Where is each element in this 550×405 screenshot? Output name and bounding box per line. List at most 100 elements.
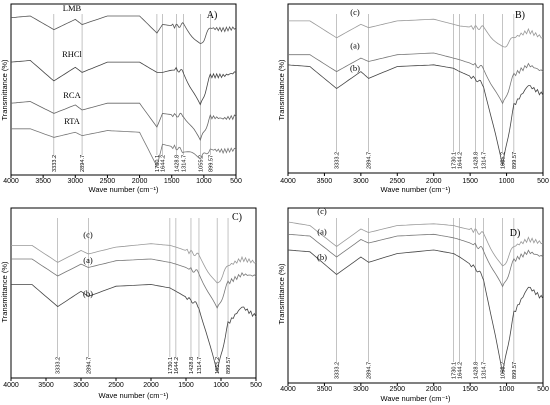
series-line xyxy=(11,258,257,309)
peak-label: 1730.1 xyxy=(451,152,457,169)
peak-label: 1644.2 xyxy=(160,155,166,172)
series-label: (b) xyxy=(83,289,93,299)
peak-label: 3333.2 xyxy=(52,155,58,172)
peak-label: 1428.8 xyxy=(189,357,195,374)
series-line xyxy=(10,101,237,142)
peak-label: 1055.2 xyxy=(198,155,204,172)
x-axis-label: Wave number (cm⁻¹) xyxy=(89,185,159,194)
x-tick-label: 2000 xyxy=(132,178,148,185)
x-axis-label: Wave number (cm⁻¹) xyxy=(99,391,169,400)
series-label: (c) xyxy=(83,229,93,239)
plot-frame xyxy=(10,207,257,379)
x-axis-label: Wave number (cm⁻¹) xyxy=(381,185,451,194)
chart-panel-4: 3333.2 2894.7 1730.1 1644.2 1428.8 1314.7 1055… xyxy=(277,206,549,403)
peak-label: 2894.7 xyxy=(80,155,86,172)
chart-panel-3: 3333.2 2894.7 1730.1 1644.2 1428.8 1314.7 1055… xyxy=(0,207,262,400)
series-label: (a) xyxy=(83,255,93,265)
series-line xyxy=(11,243,257,284)
peak-label: 3333.2 xyxy=(335,362,341,379)
x-tick-label: 3500 xyxy=(38,382,54,389)
x-tick-label: 4000 xyxy=(3,178,19,185)
peak-label: 1644.2 xyxy=(458,362,464,379)
chart-panel-2: 3333.2 2894.7 1730.1 1644.2 1428.8 1314.7 1055… xyxy=(277,3,549,194)
x-tick-label: 1000 xyxy=(499,386,515,393)
x-tick-label: 2500 xyxy=(389,178,405,185)
peak-label: 1314.7 xyxy=(482,362,488,379)
x-tick-label: 1000 xyxy=(499,178,515,185)
x-tick-label: 500 xyxy=(537,386,549,393)
peak-label: 1428.8 xyxy=(174,155,180,172)
peak-label: 1644.2 xyxy=(174,357,180,374)
peak-label: 2894.7 xyxy=(367,362,373,379)
series-label: RHCl xyxy=(62,49,82,59)
peak-label: 1314.7 xyxy=(197,357,203,374)
peak-label: 1314.7 xyxy=(182,155,188,172)
peak-label: 899.57 xyxy=(512,152,518,169)
peak-label: 1730.1 xyxy=(168,357,174,374)
peak-label: 1730.1 xyxy=(451,362,457,379)
series-line xyxy=(288,18,544,48)
plot-frame xyxy=(287,207,544,384)
peak-label: 1055.2 xyxy=(501,362,507,379)
series-line xyxy=(11,128,237,168)
series-line xyxy=(287,64,544,166)
peak-label: 1314.7 xyxy=(482,152,488,169)
series-line xyxy=(287,249,544,374)
peak-label: 1428.8 xyxy=(473,362,479,379)
x-tick-label: 3000 xyxy=(67,178,83,185)
x-tick-label: 3500 xyxy=(317,178,333,185)
x-tick-label: 3000 xyxy=(353,178,369,185)
x-tick-label: 1000 xyxy=(196,178,212,185)
x-tick-label: 3500 xyxy=(317,386,333,393)
peak-label: 1644.2 xyxy=(458,152,464,169)
x-tick-label: 2000 xyxy=(143,382,159,389)
series-label: RCA xyxy=(63,90,81,100)
series-label: (a) xyxy=(350,41,360,51)
series-label: (b) xyxy=(350,63,360,73)
peak-label: 3333.2 xyxy=(56,357,62,374)
series-line xyxy=(10,15,237,45)
x-tick-label: 4000 xyxy=(280,386,296,393)
panel-label: B) xyxy=(515,10,525,21)
x-tick-label: 2500 xyxy=(108,382,124,389)
y-axis-label: Transmittance (%) xyxy=(0,59,9,120)
x-tick-label: 3000 xyxy=(73,382,89,389)
y-axis-label: Transmittance (%) xyxy=(0,261,9,322)
x-tick-label: 500 xyxy=(537,178,549,185)
series-line xyxy=(11,284,257,373)
series-label: (c) xyxy=(317,206,327,216)
x-tick-label: 1500 xyxy=(178,382,194,389)
panel-label: D) xyxy=(510,228,521,239)
x-tick-label: 1000 xyxy=(213,382,229,389)
series-label: (c) xyxy=(350,7,360,17)
x-tick-label: 2000 xyxy=(426,178,442,185)
x-tick-label: 2000 xyxy=(426,386,442,393)
x-tick-label: 3500 xyxy=(35,178,51,185)
peak-label: 2894.7 xyxy=(367,152,373,169)
panel-label: C) xyxy=(232,212,242,223)
series-line xyxy=(288,52,544,105)
plot-frame xyxy=(287,3,544,174)
x-tick-label: 500 xyxy=(250,382,262,389)
series-label: (b) xyxy=(317,252,327,262)
x-tick-label: 1500 xyxy=(462,178,478,185)
peak-label: 899.57 xyxy=(226,357,232,374)
x-tick-label: 2500 xyxy=(389,386,405,393)
series-label: (a) xyxy=(317,226,327,236)
x-tick-label: 2500 xyxy=(100,178,116,185)
plot-frame xyxy=(10,3,237,176)
x-axis-label: Wave number (cm⁻¹) xyxy=(381,394,451,403)
y-axis-label: Transmittance (%) xyxy=(277,263,286,324)
series-line xyxy=(287,221,544,267)
x-tick-label: 1500 xyxy=(462,386,478,393)
y-axis-label: Transmittance (%) xyxy=(277,59,286,120)
peak-label: 2894.7 xyxy=(86,357,92,374)
x-tick-label: 1500 xyxy=(164,178,180,185)
series-label: LMB xyxy=(63,3,82,13)
x-tick-label: 4000 xyxy=(280,178,296,185)
peak-label: 899.57 xyxy=(512,362,518,379)
series-line xyxy=(10,59,237,106)
series-line xyxy=(287,233,544,288)
x-tick-label: 4000 xyxy=(3,382,19,389)
